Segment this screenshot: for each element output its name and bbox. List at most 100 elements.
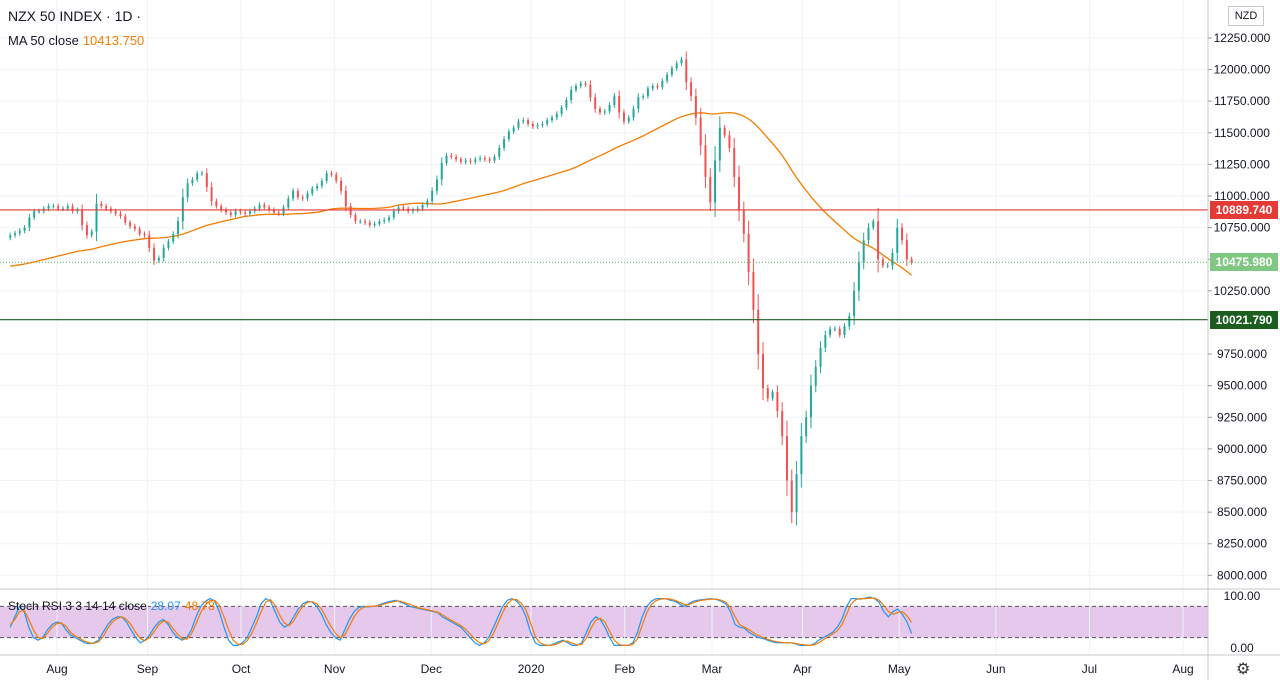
candle-body — [234, 211, 237, 215]
candle-body — [340, 180, 343, 191]
candle-body — [229, 212, 232, 215]
candle-body — [685, 59, 688, 83]
candle-body — [862, 240, 865, 262]
candle-body — [320, 180, 323, 186]
last-price-tag: 10475.980 — [1210, 253, 1278, 272]
candle-body — [258, 204, 261, 209]
price-tick-label: 8000.000 — [1217, 568, 1267, 582]
candle-body — [316, 185, 319, 189]
candle-body — [440, 163, 443, 180]
candle-body — [680, 59, 683, 64]
candle-body — [52, 206, 55, 208]
candle-body — [244, 212, 247, 214]
candle-body — [570, 89, 573, 100]
candle-body — [181, 197, 184, 222]
candle-body — [661, 80, 664, 88]
candle-body — [239, 211, 242, 213]
candle-body — [153, 247, 156, 261]
candle-body — [541, 123, 544, 126]
candle-body — [761, 354, 764, 389]
candle-body — [392, 211, 395, 218]
candle-body — [301, 197, 304, 199]
candle-body — [901, 227, 904, 241]
candle-body — [814, 366, 817, 386]
candle-body — [833, 328, 836, 330]
price-tick-label: 9500.000 — [1217, 379, 1267, 393]
price-tick-label: 11000.000 — [1214, 189, 1270, 203]
candlestick-series[interactable] — [9, 51, 913, 526]
candle-body — [771, 392, 774, 399]
candle-body — [325, 173, 328, 181]
candle-body — [373, 223, 376, 226]
stoch-label: Stoch RSI 3 3 14 14 close — [8, 599, 147, 613]
price-tick-label: 10750.000 — [1214, 221, 1271, 235]
stoch-k-value: 28.07 — [150, 599, 181, 613]
candle-body — [785, 436, 788, 481]
candle-body — [143, 233, 146, 236]
candle-body — [459, 159, 462, 162]
candle-body — [757, 309, 760, 355]
candle-body — [718, 127, 721, 161]
candle-body — [575, 85, 578, 90]
candle-body — [560, 107, 563, 114]
candle-body — [148, 235, 151, 248]
candle-body — [124, 216, 127, 223]
candle-body — [18, 230, 21, 234]
price-tick-label: 12250.000 — [1214, 31, 1271, 45]
price-tick-label: 9750.000 — [1217, 347, 1267, 361]
candle-body — [546, 120, 549, 124]
candle-body — [747, 233, 750, 272]
candle-body — [435, 179, 438, 191]
time-tick-label: Aug — [1172, 662, 1193, 676]
price-tick-label: 9000.000 — [1217, 442, 1267, 456]
candle-body — [690, 82, 693, 97]
candle-body — [191, 179, 194, 184]
candle-body — [627, 117, 630, 122]
candle-body — [416, 208, 419, 210]
candle-body — [551, 117, 554, 121]
price-tick-label: 11750.000 — [1214, 94, 1270, 108]
candle-body — [354, 214, 357, 222]
candle-body — [637, 97, 640, 109]
stoch-d-line — [9, 597, 913, 647]
candle-body — [704, 145, 707, 178]
stoch-rsi-lines — [9, 596, 913, 647]
horizontal-levels[interactable] — [0, 209, 1208, 321]
candle-body — [503, 139, 506, 148]
candle-body — [397, 207, 400, 212]
candle-body — [474, 159, 477, 162]
resistance-price-tag: 10889.740 — [1210, 200, 1278, 219]
candle-body — [248, 211, 251, 214]
candle-body — [81, 209, 84, 226]
candle-body — [488, 159, 491, 161]
candle-body — [177, 221, 180, 234]
candle-body — [555, 113, 558, 118]
candle-body — [536, 125, 539, 127]
price-tick-label: 8750.000 — [1217, 474, 1267, 488]
candle-body — [618, 96, 621, 113]
stoch-legend[interactable]: Stoch RSI 3 3 14 14 close 28.07 48.78 — [8, 599, 215, 613]
currency-badge[interactable]: NZD — [1228, 6, 1264, 26]
candle-body — [522, 120, 525, 122]
price-tick-label: 10250.000 — [1214, 284, 1271, 298]
candle-body — [565, 99, 568, 108]
candle-body — [23, 227, 26, 231]
candle-body — [752, 271, 755, 310]
time-tick-label: Nov — [324, 662, 345, 676]
candle-body — [272, 209, 275, 213]
ma-legend[interactable]: MA 50 close 10413.750 — [8, 33, 144, 48]
price-tick-label: 12000.000 — [1214, 63, 1271, 77]
candle-body — [598, 108, 601, 113]
time-axis[interactable]: Aug Sep Oct Nov Dec 2020 Feb Mar Apr May Jun Jul Aug — [46, 662, 1193, 676]
stoch-d-value: 48.78 — [184, 599, 215, 613]
settings-gear-icon[interactable]: ⚙ — [1236, 661, 1251, 678]
candle-body — [215, 201, 218, 207]
candle-body — [699, 117, 702, 146]
time-tick-label: 2020 — [518, 662, 545, 676]
candle-body — [335, 174, 338, 181]
candle-body — [790, 480, 793, 513]
candle-body — [848, 316, 851, 327]
symbol-title[interactable]: NZX 50 INDEX · 1D · — [8, 8, 142, 24]
